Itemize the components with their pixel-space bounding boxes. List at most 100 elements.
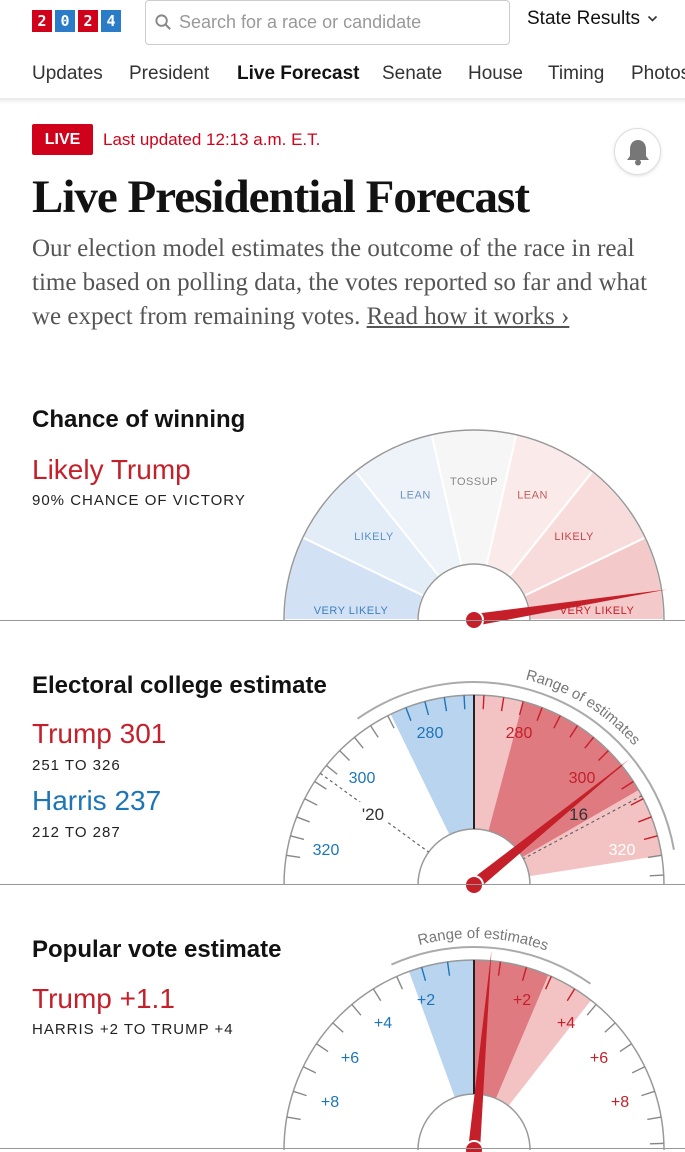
gauge-tick [339, 750, 351, 762]
bell-icon [626, 139, 649, 165]
gauge-needle [473, 589, 667, 626]
popular-tick-label: +4 [557, 1015, 575, 1032]
gauge-tick [536, 707, 543, 721]
range-of-estimates-arc [356, 681, 675, 850]
last-updated: Last updated 12:13 a.m. E.T. [103, 130, 321, 149]
electoral-tick-label: 280 [506, 725, 533, 742]
electoral-tick-label: 320 [609, 842, 636, 859]
electoral-tick-label: 300 [349, 770, 376, 787]
band-label: LIKELY [354, 531, 394, 543]
gauge-tick [302, 1066, 317, 1074]
gauge-tick [621, 780, 634, 790]
gauge-tick [497, 961, 502, 976]
nav-photos[interactable]: Photos [631, 63, 685, 84]
page-title: Live Presidential Forecast [32, 171, 530, 223]
nav-updates[interactable]: Updates [32, 63, 103, 84]
gauge-tick [304, 798, 318, 806]
gauge-tick [566, 988, 576, 1002]
chance-gauge: VERY LIKELY LIKELY LEAN TOSSUP LEAN LIKELY VER… [282, 429, 667, 630]
popular-headline: Trump +1.1 [32, 983, 175, 1014]
nav-senate[interactable]: Senate [382, 63, 443, 84]
gauge-tick [518, 701, 524, 716]
harris-estimate-range [390, 695, 474, 835]
gauge-inner-outline [417, 1093, 531, 1151]
section-divider [0, 620, 685, 621]
gauge-tick [387, 715, 395, 729]
gauge-tick [396, 976, 404, 990]
gauge-tick [643, 835, 658, 841]
band-label: LEAN [400, 489, 431, 501]
gauge-tick [649, 874, 664, 877]
header-shadow [0, 98, 685, 104]
chevron-down-icon [647, 15, 658, 22]
gauge-outline [283, 429, 665, 621]
gauge-tick [647, 1116, 662, 1121]
result-2020-label: '20 [362, 805, 384, 824]
electoral-tick-label: 280 [417, 725, 444, 742]
gauge-tick [482, 695, 485, 710]
section-divider [0, 1148, 685, 1149]
gauge-inner-outline [417, 828, 531, 886]
gauge-tick [647, 854, 662, 859]
gauge-tick [584, 736, 595, 749]
logo-digit: 2 [32, 10, 52, 32]
top-bar: 2 0 2 4 State Results [0, 0, 685, 46]
trump-likely-range [474, 960, 549, 1099]
gauge-inner-outline [417, 563, 531, 621]
page-description: Our election model estimates the outcome… [32, 232, 657, 334]
gauge-tick [316, 1043, 329, 1053]
trump-ev-estimate: Trump 301 [32, 718, 167, 749]
search-box[interactable] [145, 0, 510, 45]
popular-tick-label: +2 [513, 992, 531, 1009]
electoral-heading: Electoral college estimate [32, 672, 327, 699]
gauge-tick [372, 988, 382, 1002]
harris-estimate-range [409, 960, 474, 1098]
gauge-tick [569, 725, 579, 738]
harris-ev-estimate: Harris 237 [32, 785, 162, 816]
gauge-tick [630, 798, 644, 806]
gauge-needle [468, 950, 492, 1151]
trump-likely-range [488, 701, 639, 857]
notification-button[interactable] [614, 128, 661, 175]
popular-tick-label: +2 [417, 992, 435, 1009]
gauge-tick [420, 967, 427, 982]
search-input[interactable] [179, 12, 499, 33]
popular-tick-label: +6 [341, 1050, 359, 1067]
range-of-estimates-arc [391, 946, 592, 985]
logo-digit: 2 [78, 10, 98, 32]
gauge-tick [286, 1116, 301, 1121]
band-label: VERY LIKELY [560, 605, 635, 617]
gauge-tick [293, 1090, 307, 1097]
nav-house[interactable]: House [468, 63, 523, 84]
needle-hub [464, 875, 484, 895]
state-results-dropdown[interactable]: State Results [527, 8, 658, 30]
logo-digit: 4 [101, 10, 121, 32]
gauge-tick [405, 707, 412, 721]
logo-digit: 0 [55, 10, 75, 32]
electoral-tick-label: 300 [569, 770, 596, 787]
gauge-tick [544, 976, 552, 990]
gauge-tick [500, 697, 505, 712]
nav-president[interactable]: President [129, 63, 210, 84]
gauge-tick [353, 736, 364, 749]
popular-tick-label: +8 [321, 1094, 339, 1111]
gauge-tick [369, 725, 379, 738]
election-2024-logo[interactable]: 2 0 2 4 [32, 10, 121, 32]
state-results-label: State Results [527, 8, 640, 29]
gauge-tick [290, 835, 305, 841]
read-how-it-works-link[interactable]: Read how it works › [366, 303, 570, 330]
nav-live-forecast[interactable]: Live Forecast [237, 63, 360, 84]
result-2016-label: '16 [566, 805, 588, 824]
gauge-tick [638, 816, 652, 823]
result-2016-marker [523, 795, 643, 860]
gauge-tick [631, 1066, 646, 1074]
gauge-tick [332, 1022, 344, 1033]
band-label: LEAN [517, 489, 548, 501]
search-icon [155, 14, 171, 30]
needle-hub [464, 1140, 484, 1152]
gauge-tick [286, 854, 301, 859]
gauge-tick [325, 764, 338, 775]
nav-timing[interactable]: Timing [548, 63, 605, 84]
popular-tick-label: +6 [590, 1050, 608, 1067]
